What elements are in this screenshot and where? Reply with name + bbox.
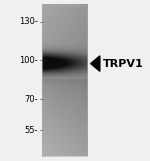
Text: 55-: 55- [24,126,38,135]
Text: 70-: 70- [24,95,38,104]
Text: 100-: 100- [19,56,38,65]
Text: 130-: 130- [19,17,38,26]
Text: TRPV1: TRPV1 [103,59,143,69]
Polygon shape [91,56,100,71]
